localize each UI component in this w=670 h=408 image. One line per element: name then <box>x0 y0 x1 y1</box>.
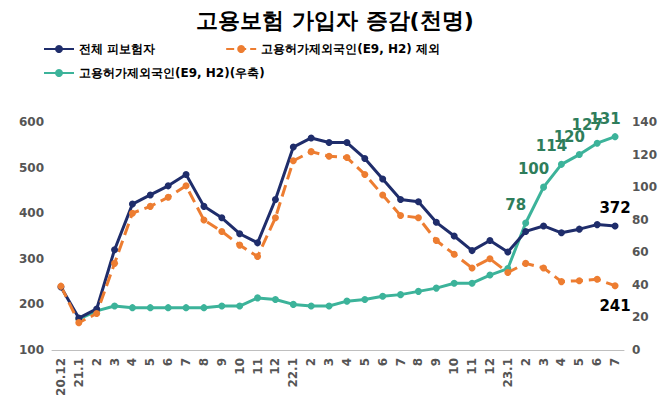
svg-text:100: 100 <box>632 180 657 194</box>
svg-text:120: 120 <box>632 148 657 162</box>
svg-text:5: 5 <box>358 358 372 366</box>
svg-text:6: 6 <box>161 358 175 366</box>
svg-text:2: 2 <box>90 358 104 366</box>
svg-text:5: 5 <box>143 358 157 366</box>
svg-text:5: 5 <box>572 358 586 366</box>
svg-text:140: 140 <box>632 115 657 129</box>
svg-text:11: 11 <box>465 358 479 375</box>
svg-text:131: 131 <box>589 110 620 128</box>
svg-text:고용허가제외국인(E9, H2) 제외: 고용허가제외국인(E9, H2) 제외 <box>261 42 440 56</box>
svg-text:8: 8 <box>411 358 425 366</box>
svg-text:고용허가제외국인(E9, H2)(우축): 고용허가제외국인(E9, H2)(우축) <box>79 66 265 80</box>
svg-text:21.1: 21.1 <box>72 358 86 388</box>
svg-text:600: 600 <box>19 115 44 129</box>
svg-text:20: 20 <box>632 310 649 324</box>
svg-text:고용보험 가입자 증감(천명): 고용보험 가입자 증감(천명) <box>196 8 473 33</box>
svg-text:4: 4 <box>340 358 354 366</box>
svg-text:60: 60 <box>632 245 649 259</box>
svg-text:400: 400 <box>19 206 44 220</box>
svg-text:2: 2 <box>304 358 318 366</box>
svg-text:78: 78 <box>505 196 526 214</box>
svg-text:372: 372 <box>599 199 630 217</box>
svg-text:12: 12 <box>483 358 497 375</box>
svg-text:6: 6 <box>376 358 390 366</box>
svg-text:12: 12 <box>268 358 282 375</box>
svg-text:22.1: 22.1 <box>286 358 300 388</box>
svg-text:23.1: 23.1 <box>501 358 515 388</box>
svg-text:10: 10 <box>447 358 461 375</box>
svg-text:120: 120 <box>553 127 585 146</box>
svg-text:40: 40 <box>632 278 649 292</box>
svg-text:241: 241 <box>599 297 630 315</box>
svg-text:2: 2 <box>519 358 533 366</box>
svg-text:3: 3 <box>108 358 122 366</box>
svg-text:6: 6 <box>590 358 604 366</box>
svg-text:4: 4 <box>125 358 139 366</box>
svg-text:3: 3 <box>322 358 336 366</box>
svg-text:11: 11 <box>251 358 265 375</box>
svg-text:3: 3 <box>537 358 551 366</box>
svg-text:100: 100 <box>518 160 549 178</box>
svg-text:7: 7 <box>394 358 408 366</box>
svg-text:20.12: 20.12 <box>54 358 68 396</box>
svg-text:8: 8 <box>197 358 211 366</box>
svg-text:100: 100 <box>19 343 44 357</box>
svg-text:9: 9 <box>429 358 443 366</box>
svg-text:127: 127 <box>571 116 603 135</box>
svg-text:7: 7 <box>179 358 193 366</box>
svg-text:200: 200 <box>19 297 44 311</box>
svg-text:80: 80 <box>632 213 649 227</box>
svg-text:전체 피보험자: 전체 피보험자 <box>79 42 155 56</box>
svg-text:10: 10 <box>233 358 247 375</box>
svg-text:0: 0 <box>632 343 640 357</box>
svg-text:4: 4 <box>554 358 568 366</box>
svg-text:7: 7 <box>608 358 622 366</box>
svg-text:9: 9 <box>215 358 229 366</box>
svg-text:114: 114 <box>535 137 568 156</box>
svg-text:300: 300 <box>19 252 44 266</box>
svg-text:500: 500 <box>19 161 44 175</box>
